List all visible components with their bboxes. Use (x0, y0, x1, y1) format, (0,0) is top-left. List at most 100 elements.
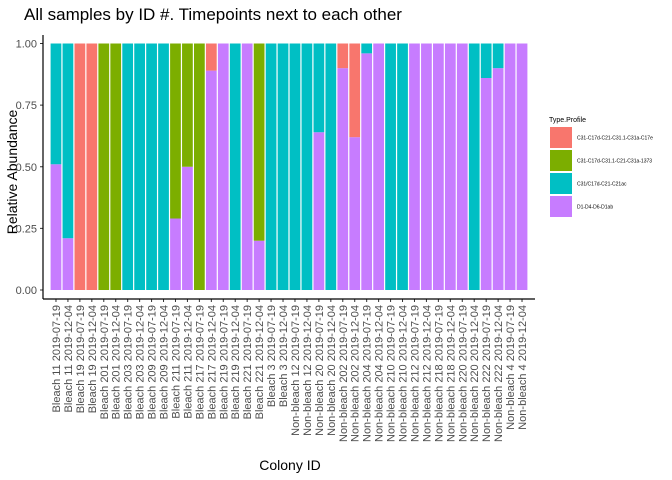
x-tick-label: Non-bleach 12 2019-07-19 (290, 305, 302, 436)
chart-title: All samples by ID #. Timepoints next to … (24, 5, 402, 24)
bar-segment (337, 68, 349, 291)
x-tick-label: Non-bleach 210 2019-12-04 (398, 305, 410, 442)
bar-segment (409, 43, 420, 290)
bar-segment (253, 43, 265, 241)
bar-segment (456, 43, 468, 290)
x-tick-label: Non-bleach 4 2019-12-04 (517, 305, 529, 430)
bar-segment (421, 43, 432, 290)
bar-segment (385, 43, 396, 290)
bar-segment (86, 43, 98, 290)
legend-key (550, 127, 572, 148)
x-tick-label: Bleach 11 2019-07-19 (51, 305, 63, 412)
legend-key (550, 173, 572, 194)
x-tick-label: Bleach 203 2019-12-04 (135, 305, 147, 419)
x-tick-label: Bleach 201 2019-12-04 (111, 305, 123, 419)
y-tick-label: 1.00 (16, 39, 37, 51)
bar-segment (301, 43, 313, 290)
bar-segment (217, 43, 229, 290)
x-tick-label: Bleach 3 2019-12-04 (278, 305, 290, 407)
legend-title: Type.Profile (549, 117, 586, 124)
y-axis-title: Relative Abundance (4, 110, 20, 235)
bar-segment (110, 43, 122, 290)
x-tick-label: Bleach 217 2019-07-19 (194, 305, 206, 419)
x-tick-label: Non-bleach 20 2019-12-04 (326, 305, 338, 436)
bar-segment (444, 43, 456, 290)
bar-segment (361, 53, 373, 290)
y-tick-label: 0.00 (16, 285, 37, 297)
bar-segment (205, 70, 217, 291)
legend-key (550, 196, 572, 217)
x-tick-label: Non-bleach 220 2019-12-04 (469, 305, 481, 442)
bar-segment (265, 43, 277, 290)
x-tick-label: Bleach 219 2019-12-04 (230, 305, 242, 419)
x-tick-label: Bleach 19 2019-12-04 (87, 305, 99, 413)
bar-segment (205, 43, 217, 71)
x-tick-label: Bleach 3 2019-07-19 (266, 305, 278, 407)
bar-segment (194, 43, 205, 290)
bar-segment (146, 43, 157, 290)
legend-label: C31-C17d-C31.1-C21-C31a-1373 (577, 159, 652, 165)
y-tick-label: 0.50 (16, 162, 37, 174)
bar-segment (277, 43, 289, 290)
bar-segment (182, 166, 193, 290)
bar-segment (62, 43, 74, 239)
x-tick-label: Bleach 211 2019-07-19 (170, 305, 182, 419)
bar-segment (62, 238, 74, 290)
x-tick-label: Bleach 221 2019-07-19 (242, 305, 254, 419)
y-tick-label: 0.75 (16, 100, 37, 112)
x-tick-label: Non-bleach 210 2019-07-19 (386, 305, 398, 442)
bar-segment (349, 43, 361, 138)
x-tick-label: Bleach 209 2019-12-04 (159, 305, 171, 419)
x-tick-label: Non-bleach 12 2019-12-04 (302, 305, 314, 436)
x-tick-label: Bleach 201 2019-07-19 (99, 305, 111, 419)
x-tick-label: Non-bleach 220 2019-07-19 (457, 305, 469, 442)
x-tick-label: Bleach 203 2019-07-19 (123, 305, 135, 419)
legend-label: C31/C17d-C21-C21ac (577, 182, 627, 188)
x-tick-label: Non-bleach 212 2019-07-19 (409, 305, 421, 442)
bar-segment (182, 43, 193, 167)
bar-segment (74, 43, 86, 290)
x-tick-label: Bleach 219 2019-07-19 (218, 305, 230, 419)
bar-segment (480, 78, 492, 290)
bar-segment (433, 43, 444, 290)
bar-segment (158, 43, 169, 290)
bar-segment (50, 164, 62, 290)
x-tick-label: Bleach 217 2019-12-04 (206, 305, 218, 419)
x-tick-label: Non-bleach 204 2019-12-04 (374, 305, 386, 442)
bar-segment (349, 137, 361, 290)
bar-segment (492, 68, 504, 291)
legend-label: C31-C17d-C21-C31.1-C31a-C17e (577, 136, 653, 142)
x-tick-label: Non-bleach 204 2019-07-19 (362, 305, 374, 442)
plot-area: Bleach 11 2019-07-19 Bleach 11 2019-12-04… (16, 35, 535, 442)
bar-segment (480, 43, 492, 79)
bar-segment (50, 43, 62, 165)
legend: Type.Profile C31-C17d-C21-C31.1-C31a-C17… (549, 117, 653, 217)
bar-segment (170, 218, 181, 290)
x-tick-label: Non-bleach 4 2019-07-19 (505, 305, 517, 430)
bar-segment (98, 43, 110, 290)
legend-label: D1-D4-D6-D1ab (577, 205, 613, 211)
x-tick-label: Non-bleach 218 2019-12-04 (445, 305, 457, 442)
x-tick-label: Bleach 11 2019-12-04 (63, 305, 75, 412)
x-tick-label: Non-bleach 202 2019-07-19 (338, 305, 350, 442)
x-tick-label: Bleach 19 2019-07-19 (75, 305, 87, 413)
bar-segment (122, 43, 134, 290)
x-tick-label: Non-bleach 202 2019-12-04 (350, 305, 362, 442)
bar-segment (289, 43, 301, 290)
x-tick-label: Bleach 221 2019-12-04 (254, 305, 266, 419)
x-tick-label: Non-bleach 212 2019-12-04 (421, 305, 433, 442)
bar-segment (313, 43, 325, 133)
bar-segment (504, 43, 516, 290)
bar-segment (325, 43, 337, 290)
x-tick-label: Bleach 211 2019-12-04 (182, 305, 194, 419)
bar-segment (229, 43, 241, 290)
bar-segment (241, 43, 253, 290)
legend-key (550, 150, 572, 171)
bar-segment (313, 132, 325, 290)
x-tick-label: Bleach 209 2019-07-19 (147, 305, 159, 419)
x-axis-title: Colony ID (259, 457, 320, 473)
bar-segment (468, 43, 480, 290)
x-tick-label: Non-bleach 222 2019-07-19 (481, 305, 493, 442)
bar-segment (253, 240, 265, 290)
